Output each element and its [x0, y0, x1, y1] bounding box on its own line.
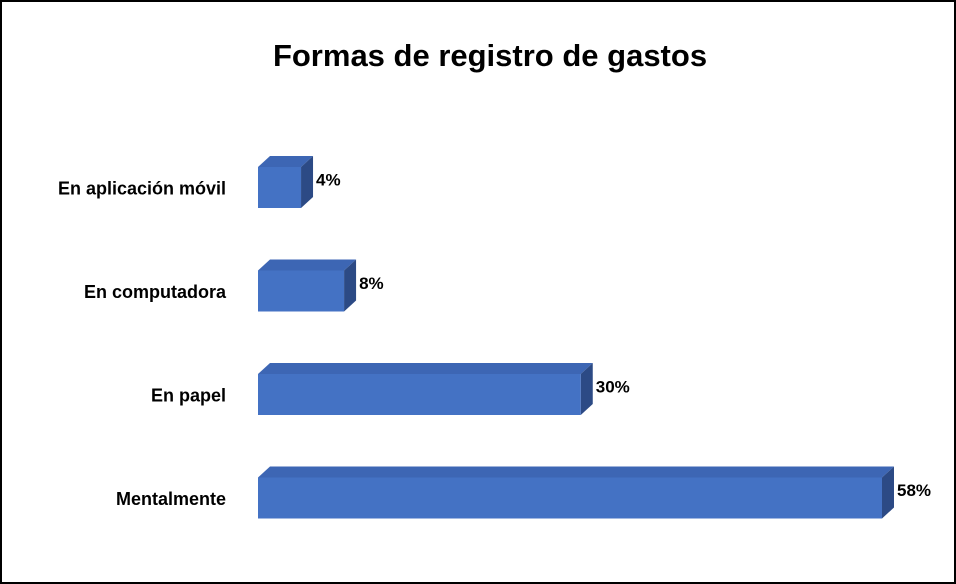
bar-side: [580, 363, 593, 415]
category-label: En aplicación móvil: [58, 178, 226, 198]
bar: [258, 259, 357, 312]
data-label: 4%: [316, 170, 341, 189]
bar: [258, 156, 314, 208]
bar: [258, 363, 593, 415]
bar-top: [258, 363, 593, 374]
bar-side: [301, 156, 314, 208]
category-label: Mentalmente: [116, 489, 226, 509]
bar: [258, 466, 894, 519]
bar-front: [258, 167, 302, 208]
bar-front: [258, 374, 581, 415]
data-label: 8%: [359, 274, 384, 293]
bar-front: [258, 477, 882, 519]
chart-title: Formas de registro de gastos: [273, 38, 707, 73]
bar-front: [258, 270, 345, 312]
bar-top: [258, 156, 314, 167]
data-label: 30%: [596, 377, 630, 396]
bar-side: [344, 259, 357, 312]
bar-top: [258, 259, 357, 271]
bar-side: [882, 466, 894, 519]
data-label: 58%: [897, 481, 931, 500]
category-label: En papel: [151, 385, 226, 405]
bar-top: [258, 466, 894, 478]
category-label: En computadora: [84, 282, 227, 302]
